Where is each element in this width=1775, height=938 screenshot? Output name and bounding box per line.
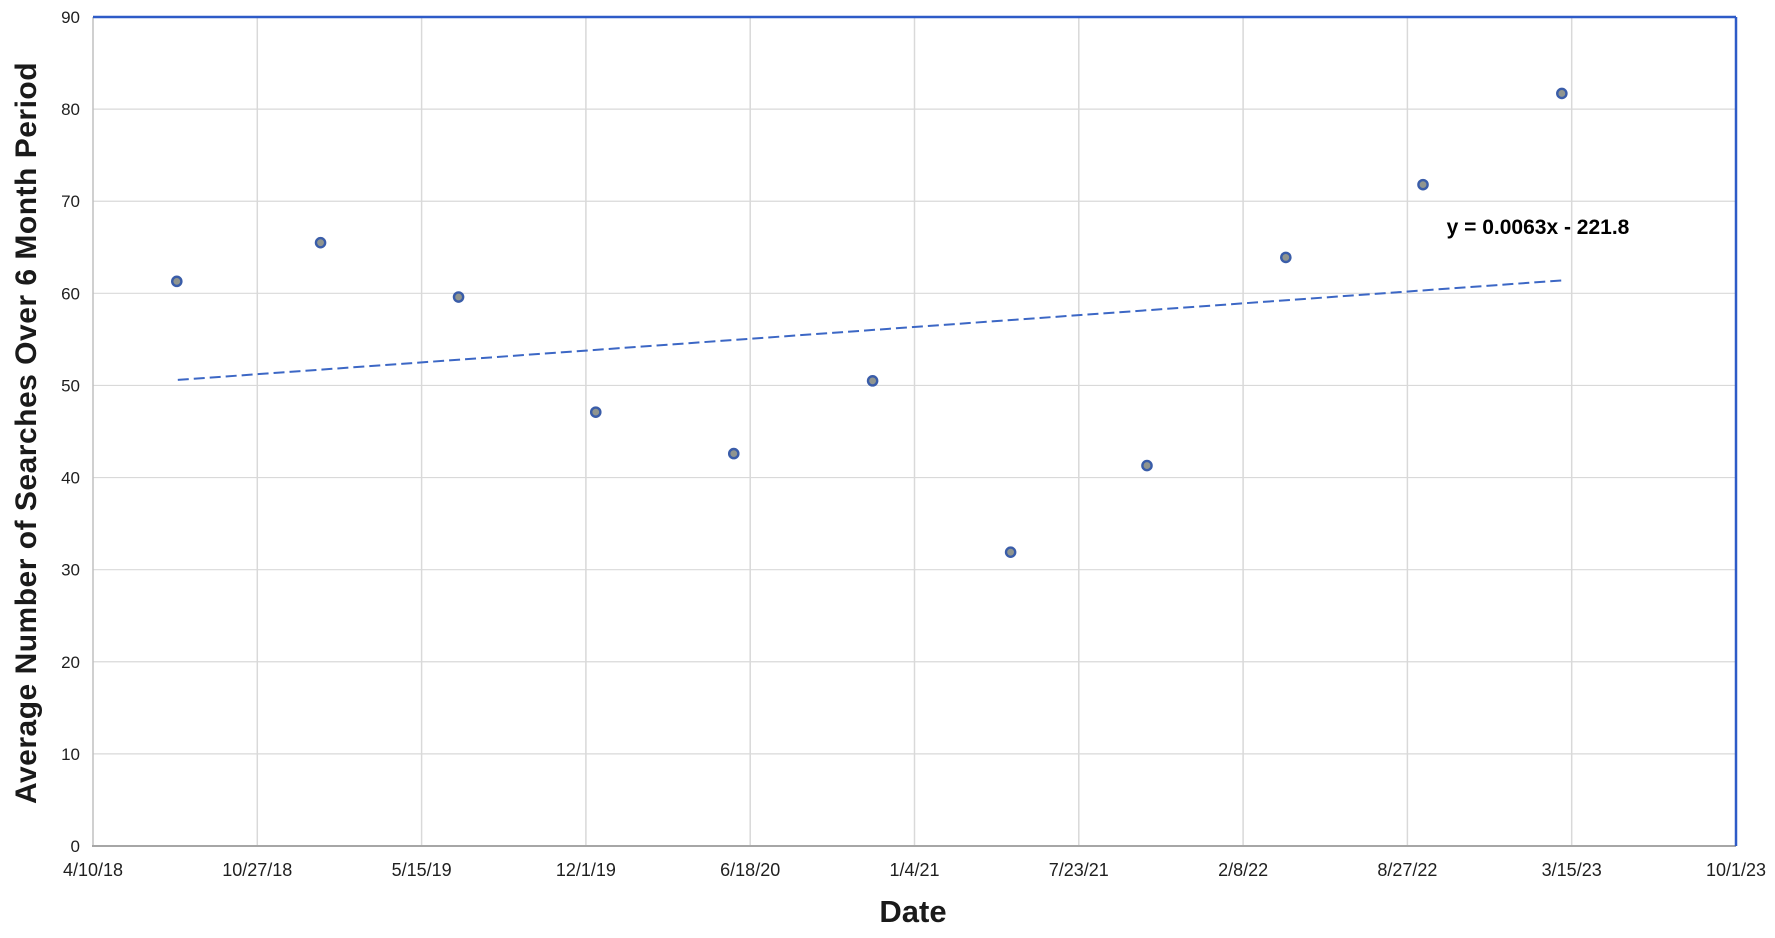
y-axis-title: Average Number of Searches Over 6 Month … [10,61,43,805]
x-tick-label: 3/15/23 [1542,860,1602,880]
data-point [866,375,879,387]
data-point [1280,251,1292,264]
data-point [727,447,740,460]
y-tick-label: 30 [61,561,80,580]
data-point [1004,546,1017,558]
y-tick-label: 20 [61,653,80,672]
data-point [1417,178,1429,191]
x-tick-label: 7/23/21 [1049,860,1109,880]
y-tick-label: 80 [61,100,80,119]
data-point [170,275,183,288]
trendline-equation-label: y = 0.0063x - 221.8 [1446,216,1630,239]
data-point [1141,459,1153,472]
x-tick-label: 10/1/23 [1706,860,1766,880]
x-tick-label: 1/4/21 [889,860,939,880]
y-tick-label: 0 [71,837,80,856]
y-tick-label: 40 [61,469,80,488]
x-tick-label: 12/1/19 [556,860,616,880]
x-axis-title: Date [879,894,947,929]
x-tick-label: 2/8/22 [1218,860,1268,880]
y-tick-label: 90 [61,8,80,27]
x-tick-label: 8/27/22 [1377,860,1437,880]
y-tick-label: 50 [61,376,80,395]
data-point [314,236,327,249]
y-tick-label: 60 [61,284,80,303]
y-tick-label: 70 [61,192,80,211]
data-point [1556,87,1568,100]
x-tick-label: 5/15/19 [392,860,452,880]
x-tick-label: 4/10/18 [63,860,123,880]
x-tick-label: 10/27/18 [222,860,292,880]
x-tick-label: 6/18/20 [720,860,780,880]
data-point [452,291,465,303]
data-point [589,406,602,418]
trendline [177,279,1562,381]
y-tick-label: 10 [61,745,80,764]
